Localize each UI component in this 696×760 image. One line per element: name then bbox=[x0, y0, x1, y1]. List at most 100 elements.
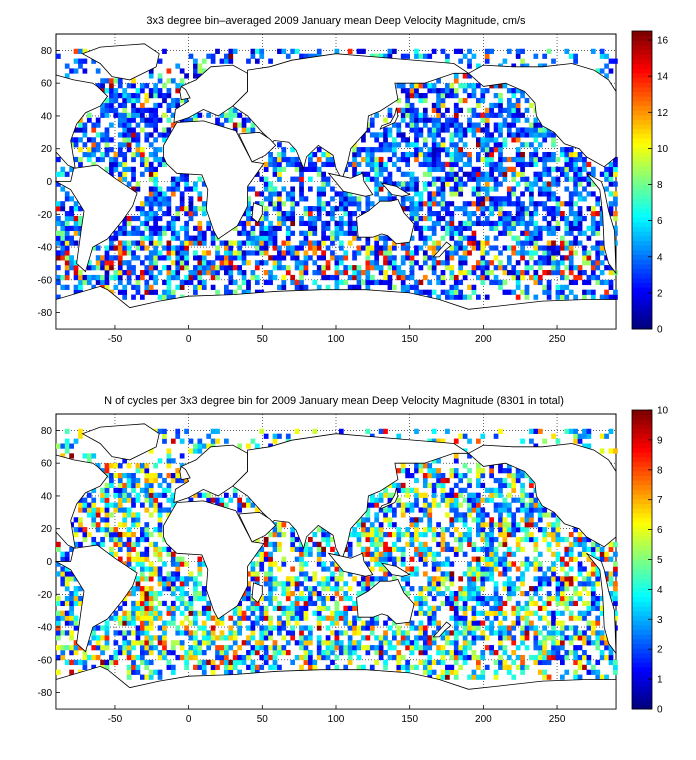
data-cell bbox=[338, 201, 344, 207]
data-cell bbox=[453, 517, 459, 523]
data-cell bbox=[140, 487, 145, 493]
data-cell bbox=[498, 512, 503, 518]
data-cell bbox=[471, 191, 477, 197]
data-cell bbox=[511, 482, 517, 489]
data-cell bbox=[551, 132, 556, 138]
data-cell bbox=[166, 186, 172, 192]
data-cell bbox=[440, 225, 446, 231]
data-cell bbox=[502, 522, 508, 528]
data-cell bbox=[73, 650, 79, 656]
data-cell bbox=[228, 245, 234, 251]
colorbar-segment bbox=[632, 324, 652, 330]
data-cell bbox=[148, 576, 154, 582]
data-cell bbox=[64, 551, 70, 557]
data-cell bbox=[484, 556, 490, 562]
data-cell bbox=[392, 142, 397, 148]
data-cell bbox=[476, 97, 481, 104]
data-cell bbox=[117, 142, 123, 148]
data-cell bbox=[299, 196, 304, 202]
data-cell bbox=[533, 152, 539, 158]
data-cell bbox=[392, 270, 397, 276]
data-cell bbox=[316, 645, 322, 651]
data-cell bbox=[206, 270, 212, 276]
data-cell bbox=[568, 161, 574, 168]
data-cell bbox=[277, 615, 282, 621]
data-cell bbox=[104, 522, 110, 528]
data-cell bbox=[613, 225, 618, 231]
data-cell bbox=[117, 546, 123, 552]
data-cell bbox=[515, 274, 521, 281]
data-cell bbox=[210, 664, 216, 670]
data-cell bbox=[135, 289, 141, 295]
data-cell bbox=[126, 630, 132, 636]
data-cell bbox=[577, 240, 583, 246]
data-cell bbox=[520, 591, 525, 597]
data-cell bbox=[162, 645, 167, 651]
data-cell bbox=[506, 220, 512, 227]
data-cell bbox=[440, 186, 446, 192]
data-cell bbox=[555, 176, 561, 182]
data-cell bbox=[383, 512, 388, 518]
data-cell bbox=[484, 645, 490, 651]
data-cell bbox=[515, 620, 521, 626]
data-cell bbox=[259, 176, 265, 182]
data-cell bbox=[201, 240, 207, 246]
data-cell bbox=[405, 581, 410, 587]
data-cell bbox=[445, 250, 450, 256]
data-cell bbox=[608, 171, 614, 177]
data-cell bbox=[140, 240, 145, 246]
data-cell bbox=[325, 161, 331, 168]
colorbar-segment bbox=[632, 54, 652, 60]
data-cell bbox=[113, 255, 119, 261]
data-cell bbox=[520, 166, 525, 172]
data-cell bbox=[126, 220, 132, 227]
data-cell bbox=[431, 289, 437, 295]
data-cell bbox=[175, 625, 181, 631]
data-cell bbox=[78, 284, 83, 290]
data-cell bbox=[193, 640, 198, 646]
data-cell bbox=[153, 669, 158, 675]
data-cell bbox=[405, 576, 410, 582]
data-cell bbox=[356, 206, 362, 212]
data-cell bbox=[400, 532, 406, 538]
data-cell bbox=[586, 235, 592, 241]
data-cell bbox=[369, 615, 375, 621]
data-cell bbox=[126, 250, 132, 256]
data-cell bbox=[259, 191, 265, 197]
data-cell bbox=[356, 625, 362, 631]
data-cell bbox=[334, 206, 340, 212]
data-cell bbox=[431, 132, 437, 138]
data-cell bbox=[511, 659, 517, 666]
data-cell bbox=[197, 196, 203, 202]
data-cell bbox=[577, 166, 583, 172]
data-cell bbox=[228, 279, 234, 286]
data-cell bbox=[467, 497, 472, 503]
data-cell bbox=[206, 659, 212, 666]
data-cell bbox=[109, 659, 114, 666]
data-cell bbox=[215, 117, 220, 123]
data-cell bbox=[126, 215, 132, 222]
data-cell bbox=[515, 161, 521, 168]
data-cell bbox=[480, 265, 486, 271]
data-cell bbox=[113, 270, 119, 276]
data-cell bbox=[206, 630, 212, 636]
data-cell bbox=[476, 206, 481, 212]
data-cell bbox=[193, 250, 198, 256]
data-cell bbox=[564, 294, 570, 300]
data-cell bbox=[551, 230, 556, 236]
data-cell bbox=[436, 576, 441, 582]
data-cell bbox=[374, 576, 380, 582]
data-cell bbox=[148, 610, 154, 616]
data-cell bbox=[537, 279, 543, 286]
data-cell bbox=[157, 156, 163, 163]
data-cell bbox=[78, 586, 83, 592]
data-cell bbox=[135, 107, 141, 113]
data-cell bbox=[100, 152, 105, 158]
data-cell bbox=[476, 591, 481, 597]
data-cell bbox=[418, 551, 424, 557]
data-cell bbox=[374, 541, 380, 548]
data-cell bbox=[179, 453, 185, 459]
data-cell bbox=[418, 468, 424, 474]
data-cell bbox=[166, 220, 172, 227]
data-cell bbox=[462, 650, 468, 656]
